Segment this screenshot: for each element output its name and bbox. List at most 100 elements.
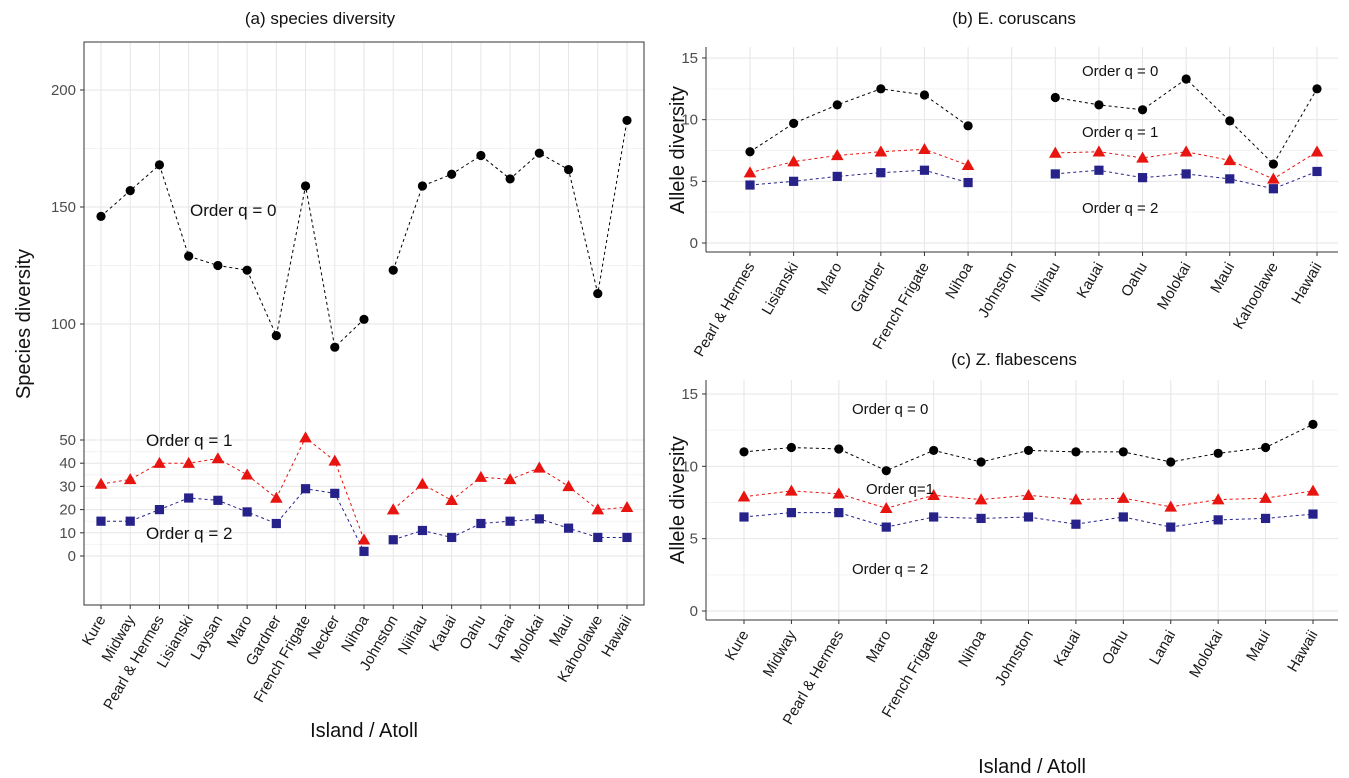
series-line-q0	[749, 88, 969, 153]
data-point-q2	[330, 488, 340, 498]
data-point-q0	[213, 260, 223, 271]
y-tick-label: 5	[690, 173, 698, 190]
x-tick-label: Kahoolawe	[1230, 260, 1282, 333]
y-tick-label: 30	[59, 478, 76, 495]
data-point-q2	[1071, 519, 1081, 529]
series-annotation: Order q = 2	[1082, 200, 1158, 217]
data-point-q1	[182, 456, 195, 468]
series-annotation: Order q = 1	[1082, 124, 1158, 141]
data-point-q0	[271, 331, 281, 341]
series-annotation: Order q = 0	[190, 201, 276, 220]
x-tick-label: Pearl & Hermes	[691, 260, 759, 360]
data-point-q0	[1071, 447, 1081, 457]
y-tick-label: 20	[59, 502, 76, 519]
data-point-q2	[300, 484, 311, 494]
data-point-q1	[240, 468, 254, 480]
x-tick-label: Nihoa	[942, 259, 977, 302]
series-annotation: Order q = 0	[1082, 63, 1158, 80]
y-tick-label: 10	[681, 112, 698, 129]
data-point-q0	[447, 169, 457, 179]
data-point-q1	[927, 488, 940, 500]
y-axis-title: Allele diversity	[667, 86, 689, 214]
y-tick-label: 50	[59, 432, 76, 449]
x-tick-label: Niihau	[395, 613, 431, 658]
series-annotation: Order q = 1	[146, 431, 232, 450]
data-point-q2	[881, 522, 891, 532]
data-point-q2	[963, 177, 973, 188]
data-point-q0	[1213, 448, 1223, 458]
data-point-q2	[739, 512, 749, 522]
data-point-q2	[1213, 515, 1223, 525]
data-point-q0	[534, 148, 544, 158]
data-point-q2	[388, 535, 398, 545]
data-point-q2	[242, 507, 252, 517]
data-point-q2	[359, 546, 369, 556]
x-tick-label: Midway	[760, 627, 800, 680]
data-point-q0	[1023, 445, 1034, 456]
series-line-q1	[749, 148, 969, 174]
data-point-q0	[976, 457, 986, 467]
y-tick-label: 5	[690, 531, 698, 548]
y-tick-label: 0	[690, 235, 698, 252]
data-point-q0	[563, 164, 574, 175]
data-point-q2	[154, 505, 165, 515]
x-tick-label: Johnston	[992, 628, 1037, 689]
y-axis-title: Species diversity	[13, 249, 35, 399]
y-tick-label: 15	[681, 386, 698, 403]
data-point-q1	[737, 490, 751, 502]
data-point-q1	[357, 533, 371, 545]
data-point-q2	[929, 512, 939, 522]
x-tick-label: Molokai	[1186, 628, 1227, 681]
series-line-q2	[101, 488, 365, 552]
data-point-q2	[1137, 173, 1148, 183]
x-tick-label: Niihau	[1028, 260, 1064, 305]
y-tick-label: 150	[51, 199, 76, 216]
data-point-q2	[789, 176, 799, 186]
x-tick-label: Maro	[863, 628, 895, 666]
x-tick-label: Hawaii	[1288, 260, 1325, 307]
data-point-q0	[388, 265, 398, 275]
data-point-q1	[785, 484, 798, 496]
data-point-q2	[1050, 169, 1060, 179]
data-point-q1	[879, 501, 893, 514]
panel-title: (a) species diversity	[245, 9, 396, 28]
data-point-q1	[562, 480, 575, 492]
data-point-q1	[830, 149, 844, 161]
data-point-q2	[832, 171, 842, 181]
data-point-q1	[1136, 151, 1149, 163]
x-tick-label: Kauai	[1073, 260, 1107, 302]
data-point-q1	[328, 454, 342, 466]
data-point-q2	[476, 518, 486, 529]
data-point-q2	[184, 493, 194, 503]
data-point-q0	[1050, 92, 1060, 103]
data-point-q1	[620, 500, 634, 513]
x-axis-title: Island / Atoll	[310, 720, 418, 742]
data-point-q1	[1117, 491, 1130, 503]
data-point-q0	[505, 174, 515, 184]
data-point-q1	[1049, 146, 1062, 158]
data-point-q0	[834, 444, 844, 454]
data-point-q1	[1306, 484, 1320, 496]
data-point-q2	[1181, 169, 1191, 179]
x-tick-label: Oahu	[1118, 260, 1151, 300]
x-tick-label: Nihoa	[955, 627, 990, 670]
y-tick-label: 40	[59, 455, 76, 472]
data-point-q0	[929, 445, 939, 456]
data-point-q0	[622, 115, 632, 126]
data-point-q2	[1225, 174, 1235, 184]
data-point-q1	[1092, 145, 1106, 157]
series-line-q0	[100, 163, 365, 349]
data-point-q2	[1094, 165, 1104, 175]
data-point-q0	[1181, 74, 1191, 84]
data-point-q1	[961, 159, 975, 171]
data-point-q1	[270, 491, 283, 503]
data-point-q2	[505, 516, 515, 526]
data-point-q0	[417, 181, 428, 191]
data-point-q1	[299, 431, 312, 443]
data-point-q0	[1225, 116, 1235, 126]
data-point-q1	[974, 493, 988, 505]
y-tick-label: 15	[681, 50, 698, 67]
x-tick-label: Lisianski	[759, 260, 802, 318]
data-point-q0	[876, 84, 886, 94]
